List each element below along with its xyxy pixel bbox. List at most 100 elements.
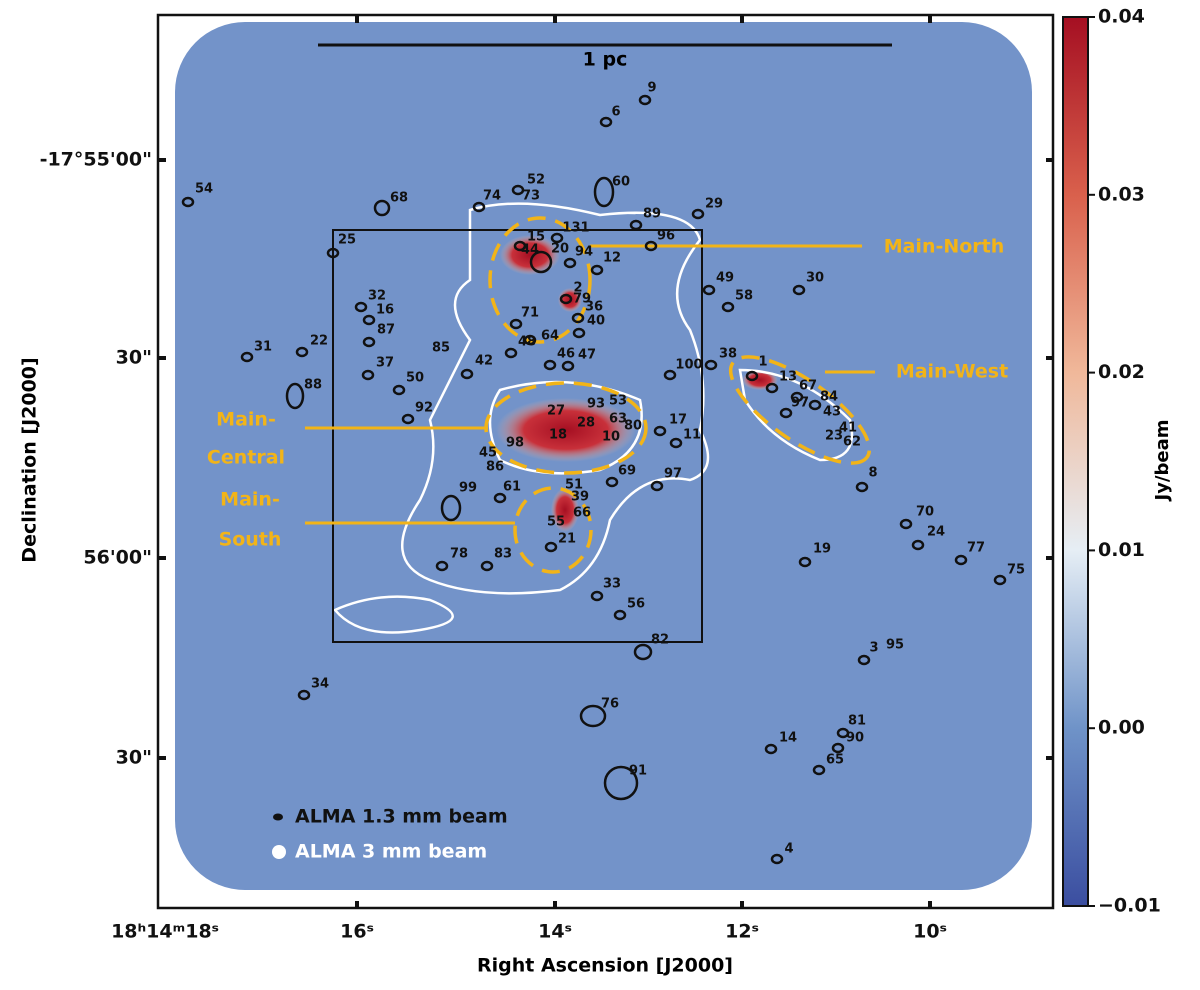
source-ellipse xyxy=(812,764,826,776)
colorbar xyxy=(1062,16,1089,907)
source-label: 14 xyxy=(779,731,797,746)
source-ellipse xyxy=(721,301,735,313)
source-label: 61 xyxy=(503,480,521,495)
source-ellipse xyxy=(779,407,793,419)
source-ellipse xyxy=(593,176,615,208)
source-label: 24 xyxy=(927,525,945,540)
source-label: 19 xyxy=(813,542,831,557)
y-tick-label: 56'00" xyxy=(83,547,152,569)
source-label: 62 xyxy=(843,435,861,450)
source-label: 51 xyxy=(565,478,583,493)
source-label: 68 xyxy=(390,191,408,206)
region-label: Main- xyxy=(220,489,280,511)
source-label: 13 xyxy=(779,370,797,385)
source-label: 30 xyxy=(806,271,824,286)
source-label: 20 xyxy=(551,242,569,257)
source-label: 91 xyxy=(629,764,647,779)
source-label: 29 xyxy=(705,197,723,212)
source-label: 85 xyxy=(432,341,450,356)
colorbar-tick-label: 0.03 xyxy=(1098,183,1145,205)
source-label: 41 xyxy=(839,421,857,436)
source-ellipse xyxy=(511,184,525,196)
region-label: Main- xyxy=(216,409,276,431)
source-label: 27 xyxy=(547,404,565,419)
legend-entry: ALMA 1.3 mm beam xyxy=(295,806,508,828)
source-ellipse xyxy=(561,360,575,372)
source-label: 73 xyxy=(522,189,540,204)
source-ellipse xyxy=(354,301,368,313)
source-label: 53 xyxy=(609,394,627,409)
source-label: 34 xyxy=(311,677,329,692)
source-label: 25 xyxy=(338,233,356,248)
colorbar-label: Jy/beam xyxy=(1152,420,1173,503)
y-tick-label: -17°55'00" xyxy=(40,149,152,171)
source-label: 92 xyxy=(415,401,433,416)
source-ellipse xyxy=(373,199,391,217)
region-label: South xyxy=(219,529,282,551)
source-ellipse xyxy=(629,219,643,231)
source-ellipse xyxy=(240,351,254,363)
source-ellipse xyxy=(460,368,474,380)
source-ellipse xyxy=(513,240,527,252)
region-label: Central xyxy=(207,447,285,469)
source-label: 21 xyxy=(558,532,576,547)
source-label: 77 xyxy=(967,541,985,556)
source-label: 131 xyxy=(562,221,589,236)
source-label: 96 xyxy=(657,229,675,244)
source-label: 99 xyxy=(459,481,477,496)
source-label: 97 xyxy=(791,396,809,411)
source-ellipse xyxy=(653,425,667,437)
source-label: 87 xyxy=(377,323,395,338)
source-label: 82 xyxy=(651,633,669,648)
source-ellipse xyxy=(529,250,553,274)
source-label: 63 xyxy=(609,412,627,427)
source-ellipse xyxy=(297,689,311,701)
source-label: 60 xyxy=(612,175,630,190)
source-label: 17 xyxy=(669,413,687,428)
legend-entry: ALMA 3 mm beam xyxy=(295,841,487,863)
colorbar-tick-label: 0.02 xyxy=(1098,361,1145,383)
source-label: 49 xyxy=(716,271,734,286)
source-ellipse xyxy=(572,327,586,339)
y-axis-label: Declination [J2000] xyxy=(19,357,41,562)
source-label: 18 xyxy=(549,428,567,443)
region-label: Main-North xyxy=(884,236,1005,258)
source-label: 69 xyxy=(618,464,636,479)
source-label: 84 xyxy=(820,390,838,405)
source-label: 22 xyxy=(310,334,328,349)
source-label: 54 xyxy=(195,182,213,197)
source-ellipse xyxy=(831,742,845,754)
source-label: 81 xyxy=(848,714,866,729)
source-ellipse xyxy=(745,370,759,382)
source-ellipse xyxy=(326,247,340,259)
source-label: 9 xyxy=(647,81,656,96)
source-label: 44 xyxy=(521,243,539,258)
x-tick-label: 16ˢ xyxy=(340,921,374,943)
x-tick-label: 12ˢ xyxy=(725,921,759,943)
source-label: 11 xyxy=(683,428,701,443)
source-ellipse xyxy=(765,382,779,394)
source-ellipse xyxy=(603,765,639,801)
source-label: 80 xyxy=(624,419,642,434)
source-ellipse xyxy=(493,492,507,504)
source-ellipse xyxy=(544,541,558,553)
source-label: 43 xyxy=(823,405,841,420)
source-ellipse xyxy=(954,554,968,566)
source-label: 70 xyxy=(916,505,934,520)
source-label: 2 xyxy=(573,281,582,296)
source-label: 79 xyxy=(573,292,591,307)
source-ellipse xyxy=(504,347,518,359)
source-ellipse xyxy=(550,232,564,244)
source-ellipse xyxy=(401,413,415,425)
colorbar-tick-label: 0.01 xyxy=(1098,539,1145,561)
source-label: 58 xyxy=(735,289,753,304)
source-label: 89 xyxy=(643,207,661,222)
source-label: 100 xyxy=(675,358,702,373)
source-label: 45 xyxy=(479,446,497,461)
source-label: 86 xyxy=(486,460,504,475)
source-ellipse xyxy=(509,318,523,330)
source-label: 56 xyxy=(627,597,645,612)
source-label: 8 xyxy=(868,466,877,481)
